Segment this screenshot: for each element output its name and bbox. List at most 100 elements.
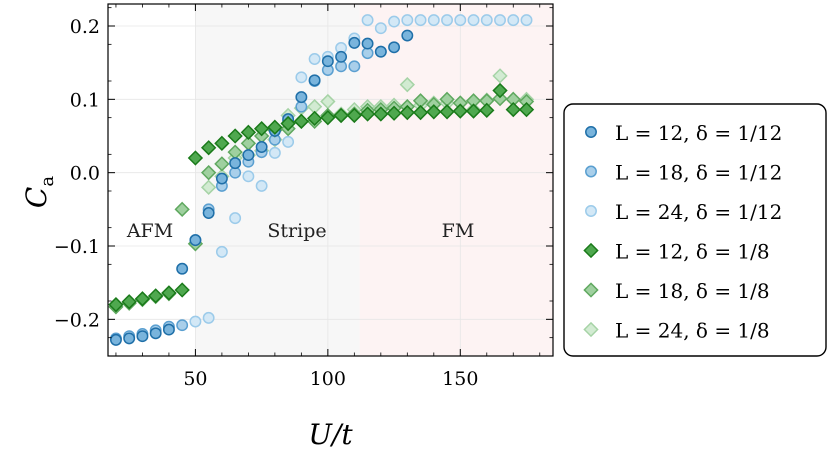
data-point xyxy=(492,82,508,99)
region-fm xyxy=(359,4,553,356)
series-3 xyxy=(189,14,533,328)
legend-entry: L = 24, δ = 1/12 xyxy=(585,200,782,224)
data-point xyxy=(373,106,389,122)
data-point xyxy=(282,135,295,148)
data-point xyxy=(280,115,296,132)
data-point xyxy=(200,140,217,156)
legend-marker xyxy=(585,126,597,138)
x-axis-label-text: U/t xyxy=(308,418,353,451)
legend-marker xyxy=(583,321,599,338)
data-point xyxy=(401,14,414,27)
data-point xyxy=(176,319,189,332)
legend-entry: L = 12, δ = 1/12 xyxy=(585,121,782,145)
y-tick-label: 0.0 xyxy=(70,163,100,185)
data-point xyxy=(253,121,270,137)
data-point xyxy=(148,288,164,304)
data-point xyxy=(162,323,175,336)
legend: L = 12, δ = 1/12 L = 18, δ = 1/12 L = 24, … xyxy=(563,103,827,357)
legend-label: L = 12, δ = 1/12 xyxy=(615,121,782,145)
legend-label: L = 24, δ = 1/12 xyxy=(615,200,782,224)
legend-marker xyxy=(585,165,597,178)
data-point xyxy=(441,14,453,27)
y-tick-label: −0.2 xyxy=(54,309,100,331)
legend-label: L = 18, δ = 1/12 xyxy=(615,161,782,185)
data-point xyxy=(388,15,401,28)
data-point xyxy=(215,245,228,258)
data-point xyxy=(374,45,387,58)
plot-frame xyxy=(107,3,554,357)
legend-marker xyxy=(585,205,597,217)
region-label-afm: AFM xyxy=(126,220,173,242)
data-point xyxy=(480,14,493,27)
data-point xyxy=(242,170,255,183)
data-point xyxy=(136,330,149,343)
data-point xyxy=(293,113,310,129)
data-point xyxy=(388,41,401,54)
data-point xyxy=(454,14,467,27)
legend-entry: L = 12, δ = 1/8 xyxy=(583,240,770,264)
data-point xyxy=(414,14,427,27)
data-point xyxy=(494,14,506,27)
data-point xyxy=(321,55,334,68)
legend-entry: L = 24, δ = 1/8 xyxy=(583,319,770,343)
data-point xyxy=(348,60,361,73)
data-point xyxy=(505,101,521,118)
data-point xyxy=(189,315,202,328)
y-axis-label: Ca xyxy=(20,176,58,208)
y-axis-label-text: Ca xyxy=(20,176,58,208)
data-point xyxy=(200,165,217,181)
data-point xyxy=(121,294,137,310)
data-point xyxy=(308,74,321,87)
legend-label: L = 12, δ = 1/8 xyxy=(615,240,770,264)
legend-entry: L = 18, δ = 1/8 xyxy=(583,279,770,303)
data-point xyxy=(202,311,215,324)
data-point xyxy=(361,14,374,27)
data-point xyxy=(359,106,376,122)
data-point xyxy=(492,90,508,107)
y-tick-label: 0.1 xyxy=(70,89,100,111)
y-axis-subscript: a xyxy=(37,176,58,187)
data-point xyxy=(335,50,348,63)
data-point xyxy=(200,179,217,195)
data-point xyxy=(467,14,480,27)
series-1 xyxy=(109,29,414,346)
data-point xyxy=(176,262,189,275)
axis-ticks: 50 100 150 −0.2 −0.1 0.0 0.1 0.2 xyxy=(54,4,553,390)
data-point xyxy=(520,14,533,27)
data-point xyxy=(134,291,151,307)
data-point xyxy=(452,103,468,119)
data-point xyxy=(295,71,308,84)
legend-label: L = 24, δ = 1/8 xyxy=(615,319,770,343)
data-point xyxy=(255,141,268,153)
data-point xyxy=(399,104,415,121)
data-point xyxy=(215,172,228,185)
data-point xyxy=(227,128,243,144)
data-point xyxy=(161,285,177,301)
data-point xyxy=(108,297,124,313)
x-tick-label: 150 xyxy=(442,368,478,390)
data-point xyxy=(308,53,321,65)
y-tick-label: 0.2 xyxy=(70,16,100,38)
legend-marker xyxy=(583,242,599,259)
legend-marker xyxy=(583,282,599,298)
data-point xyxy=(346,107,362,124)
data-point xyxy=(123,332,136,345)
data-point xyxy=(427,14,440,27)
data-point xyxy=(295,91,308,104)
region-label-stripe: Stripe xyxy=(267,220,326,242)
data-point xyxy=(507,14,520,27)
x-tick-label: 100 xyxy=(310,368,346,390)
data-point xyxy=(255,179,268,192)
data-point xyxy=(348,36,361,49)
data-point xyxy=(149,327,162,340)
data-point xyxy=(479,102,495,118)
legend-box xyxy=(563,103,827,357)
data-point xyxy=(267,119,283,135)
data-point xyxy=(109,333,122,346)
series-4 xyxy=(108,82,535,313)
data-point xyxy=(214,156,230,172)
x-axis-label: U/t xyxy=(308,418,353,451)
data-point xyxy=(174,282,190,298)
x-tick-label: 50 xyxy=(183,368,207,390)
